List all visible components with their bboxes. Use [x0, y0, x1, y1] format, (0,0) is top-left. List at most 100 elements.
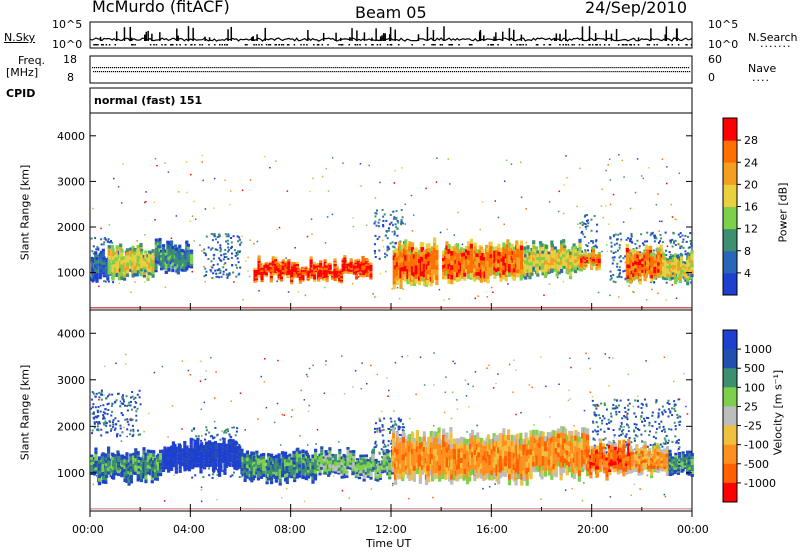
power-echo-cell [357, 260, 361, 263]
velocity-scatter-point [674, 425, 677, 428]
velocity-scatter-point [119, 424, 122, 427]
velocity-scatter-point [114, 400, 117, 403]
freq-dot [534, 67, 536, 69]
power-scatter-point [108, 241, 111, 244]
power-echo-cell [107, 248, 111, 253]
freq-dot [231, 67, 233, 69]
power-noise-point [642, 177, 644, 180]
velocity-noise-point [341, 355, 343, 357]
power-echo-cell [339, 268, 344, 271]
power-echo-cell [461, 264, 465, 268]
power-echo-cell [260, 265, 264, 268]
power-echo-cell [274, 266, 278, 269]
power-noise-point [263, 155, 266, 158]
power-echo-cell [486, 256, 490, 262]
velocity-scatter-point [658, 425, 661, 428]
power-echo-cell [507, 246, 512, 252]
power-echo-cell [565, 265, 569, 269]
velocity-noise-point [581, 499, 584, 502]
power-echo-cell [506, 266, 510, 271]
power-echo-cell [585, 254, 590, 256]
velocity-scatter-point [622, 428, 625, 431]
power-scatter-point [689, 240, 692, 243]
velocity-scatter-point [382, 445, 385, 448]
power-scatter-point [613, 243, 616, 246]
nave-dot [433, 71, 436, 73]
nave-dot [435, 71, 438, 73]
power-echo-cell [92, 276, 96, 280]
power-echo-cell [106, 277, 110, 280]
power-echo-cell [151, 267, 155, 271]
velocity-scatter-point [678, 423, 681, 426]
power-echo-cell [475, 264, 479, 269]
power-echo-cell [506, 252, 510, 258]
power-scatter-point [609, 275, 612, 278]
power-echo-cell [662, 252, 666, 257]
power-scatter-point [397, 221, 400, 224]
power-echo-cell [497, 247, 501, 252]
search-noise-dot [671, 44, 674, 46]
freq-dot [359, 67, 361, 69]
power-noise-point [306, 235, 309, 238]
nave-dot [138, 71, 141, 73]
power-echo-cell [481, 256, 485, 261]
power-noise-point [557, 210, 560, 213]
power-echo-cell [555, 273, 559, 277]
nave-dot [350, 71, 352, 73]
power-echo-cell [186, 252, 190, 256]
freq-dot [109, 67, 112, 69]
power-echo-cell [417, 280, 422, 286]
freq-dot [434, 67, 437, 69]
power-noise-point [474, 297, 476, 300]
velocity-scatter-point [115, 399, 118, 402]
velocity-noise-point [403, 429, 405, 432]
power-echo-cell [266, 271, 270, 273]
power-echo-cell [532, 245, 536, 249]
power-echo-cell [461, 256, 465, 261]
power-noise-point [677, 242, 680, 245]
velocity-scatter-point [130, 408, 133, 411]
power-echo-cell [563, 254, 567, 258]
power-echo-cell [404, 260, 408, 266]
power-echo-cell [359, 263, 363, 266]
velocity-scatter-point [121, 394, 124, 397]
power-echo-cell [489, 262, 493, 267]
velocity-noise-point [445, 376, 447, 378]
power-echo-cell [550, 268, 554, 273]
power-noise-point [436, 157, 438, 159]
velocity-scatter-point [110, 427, 113, 430]
power-echo-cell [567, 258, 571, 262]
power-noise-point [372, 293, 374, 295]
power-echo-cell [662, 266, 666, 270]
velocity-scatter-point [129, 433, 132, 436]
freq-dot [672, 67, 674, 69]
freq-dot [167, 67, 169, 69]
search-noise-dot [131, 44, 133, 46]
power-echo-cell [588, 262, 592, 264]
power-echo-cell [547, 265, 551, 269]
velocity-noise-point [127, 403, 130, 406]
power-echo-cell [298, 280, 302, 283]
velocity-scatter-point [668, 402, 671, 405]
power-echo-cell [466, 264, 471, 270]
power-scatter-point [624, 278, 627, 281]
power-scatter-point [614, 233, 617, 236]
search-noise-dot [303, 44, 305, 46]
power-echo-cell [181, 263, 185, 267]
velocity-scatter-point [619, 399, 622, 402]
nave-dot [525, 71, 527, 73]
power-echo-cell [189, 261, 194, 264]
power-echo-cell [399, 278, 403, 284]
nsearch-dots: ······· [760, 40, 792, 53]
search-noise-dot [516, 44, 518, 46]
power-echo-cell [274, 273, 278, 276]
power-echo-cell [167, 252, 171, 257]
velocity-noise-point [348, 497, 351, 499]
velocity-scatter-point [200, 439, 203, 442]
power-scatter-point [640, 233, 643, 236]
power-scatter-point [629, 238, 632, 241]
velocity-scatter-point [216, 434, 219, 437]
power-echo-cell [653, 273, 657, 277]
power-noise-point [276, 228, 278, 231]
velocity-scatter-point [638, 429, 641, 432]
